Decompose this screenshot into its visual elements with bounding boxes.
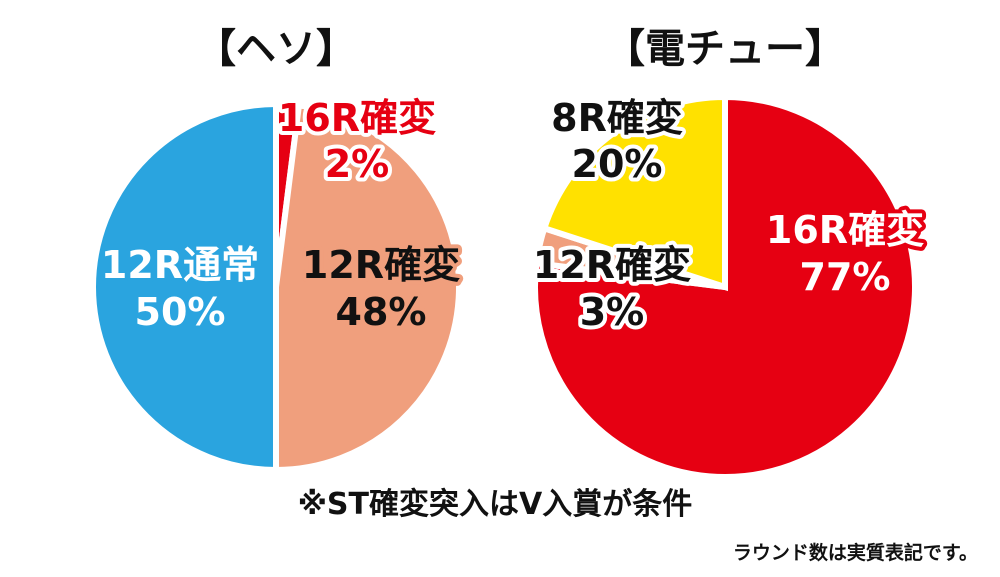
slice-value-label-0-0: 2%	[325, 142, 390, 186]
heso-pie	[90, 100, 462, 474]
slice-name-label-0-2: 12R通常	[101, 243, 259, 287]
slice-name-label-1-2: 8R確変	[551, 96, 683, 140]
footer-note: ※ST確変突入はV入賞が条件	[298, 487, 692, 522]
denchu-pie	[532, 93, 918, 480]
slice-name-label-0-0: 16R確変	[278, 96, 436, 140]
heso-pie-title: 【ヘソ】	[196, 26, 356, 72]
slice-value-label-1-0: 77%	[800, 255, 891, 299]
footer-sub-note: ラウンド数は実質表記です。	[733, 541, 978, 564]
slice-name-label-1-1: 12R確変	[533, 243, 691, 287]
slice-name-label-1-0: 16R確変	[766, 208, 924, 252]
slice-name-label-0-1: 12R確変	[302, 243, 460, 287]
slice-value-label-0-2: 50%	[135, 290, 226, 334]
pie-slice-1-0-16r	[532, 93, 918, 480]
pie-slice-0-2-12r	[90, 100, 279, 474]
slice-value-label-0-1: 48%	[336, 290, 427, 334]
slice-value-label-1-2: 20%	[572, 142, 663, 186]
slice-value-label-1-1: 3%	[580, 290, 645, 334]
pie-slice-0-1-12r	[273, 102, 462, 474]
denchu-pie-title: 【電チュー】	[605, 26, 845, 72]
pie-slice-1-2-8r	[540, 93, 728, 292]
